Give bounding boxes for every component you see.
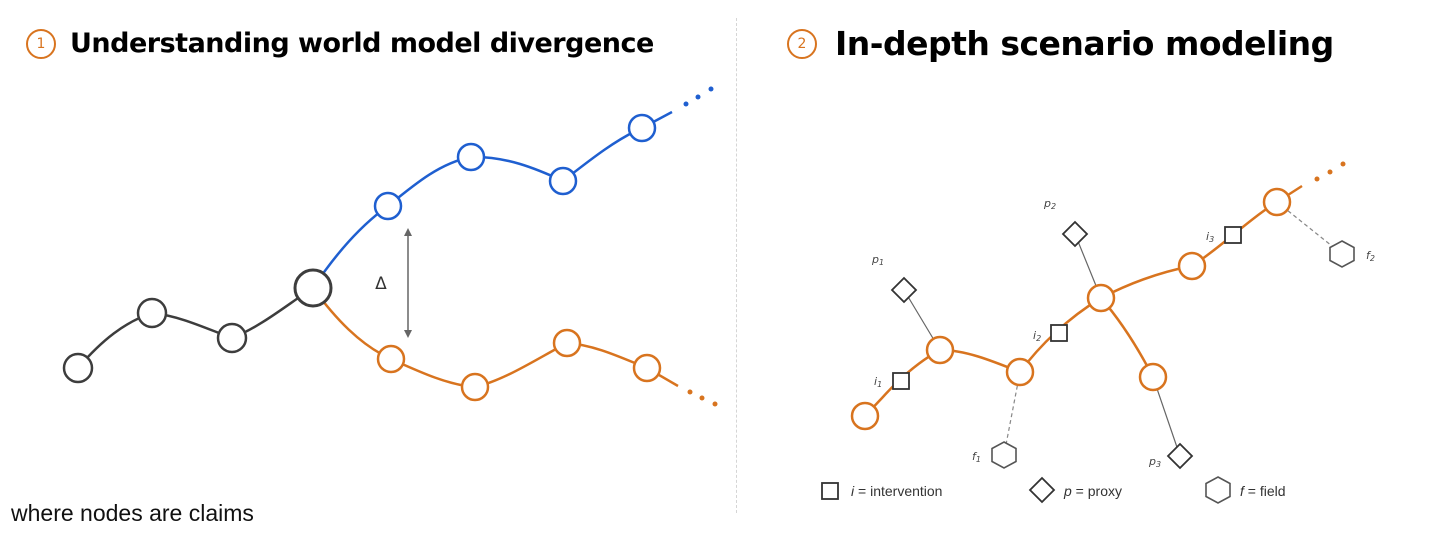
claim-node (1138, 362, 1168, 392)
proxy-label-p1: p1 (871, 253, 884, 267)
hexagon-icon (1205, 476, 1231, 504)
orange-continuation-dot (1327, 169, 1333, 175)
legend: i = intervention p = proxy f = field (821, 476, 1286, 504)
panel-2-header: 2 In-depth scenario modeling (787, 24, 1334, 63)
orange-continuation-dot (712, 401, 718, 407)
proxy-label-p2: p2 (1043, 197, 1056, 211)
blue-continuation-dot (708, 86, 714, 92)
intervention-square-icon (1224, 226, 1242, 244)
orange-continuation-dot (699, 395, 705, 401)
field-label-f1: f1 (972, 450, 981, 464)
square-icon (821, 482, 839, 500)
blue-node (548, 166, 578, 196)
trunk-node (216, 322, 248, 354)
scenario-main-edge (864, 184, 1303, 417)
step-badge-1: 1 (26, 28, 56, 59)
field-label-f2: f2 (1366, 249, 1375, 263)
trunk-node (136, 297, 168, 329)
intervention-label-i2: i2 (1033, 329, 1041, 343)
blue-branch-edge (311, 110, 673, 289)
claim-node (1005, 357, 1035, 387)
panel-2-title: In-depth scenario modeling (835, 24, 1334, 63)
orange-node (376, 344, 406, 374)
intervention-square-icon (1050, 324, 1068, 342)
divergence-diagram: Δ (62, 86, 718, 407)
claim-node (925, 335, 955, 365)
field-hexagon-icon (1329, 240, 1355, 268)
delta-label: Δ (375, 274, 387, 294)
blue-node (456, 142, 486, 172)
branch-point-node (293, 268, 333, 308)
intervention-label-i3: i3 (1206, 230, 1214, 244)
trunk-edge (77, 286, 314, 369)
panel-1-title: Understanding world model divergence (70, 28, 654, 59)
orange-node (552, 328, 582, 358)
orange-continuation-dot (1314, 176, 1320, 182)
intervention-label-i1: i1 (874, 375, 882, 389)
legend-item-proxy: p = proxy (1063, 483, 1122, 499)
claim-node (1086, 283, 1116, 313)
blue-continuation-dot (683, 101, 689, 107)
step-badge-2: 2 (787, 28, 817, 59)
claim-node (1262, 187, 1292, 217)
claim-node (850, 401, 880, 431)
legend-item-intervention: i = intervention (851, 483, 942, 499)
diamond-icon (1028, 476, 1056, 504)
claim-node (1177, 251, 1207, 281)
panel-divider (736, 18, 737, 513)
proxy-diamond-icon (1166, 442, 1194, 470)
proxy-label-p3: p3 (1148, 455, 1161, 469)
caption: where nodes are claims (11, 500, 254, 526)
panel-1-header: 1 Understanding world model divergence (26, 28, 654, 59)
proxy-diamond-icon (1061, 220, 1089, 248)
field-hexagon-icon (991, 441, 1017, 469)
orange-node (632, 353, 662, 383)
orange-continuation-dot (1340, 161, 1346, 167)
scenario-diagram: p1 p2 p3 i1 i2 i3 f1 f2 i = intervention… (821, 161, 1375, 504)
blue-node (373, 191, 403, 221)
legend-item-field: f = field (1240, 483, 1286, 499)
orange-branch-edge (311, 287, 679, 389)
blue-node (627, 113, 657, 143)
proxy-diamond-icon (890, 276, 918, 304)
orange-node (460, 372, 490, 402)
intervention-square-icon (892, 372, 910, 390)
orange-continuation-dot (687, 389, 693, 395)
trunk-node (62, 352, 94, 384)
blue-continuation-dot (695, 94, 701, 100)
